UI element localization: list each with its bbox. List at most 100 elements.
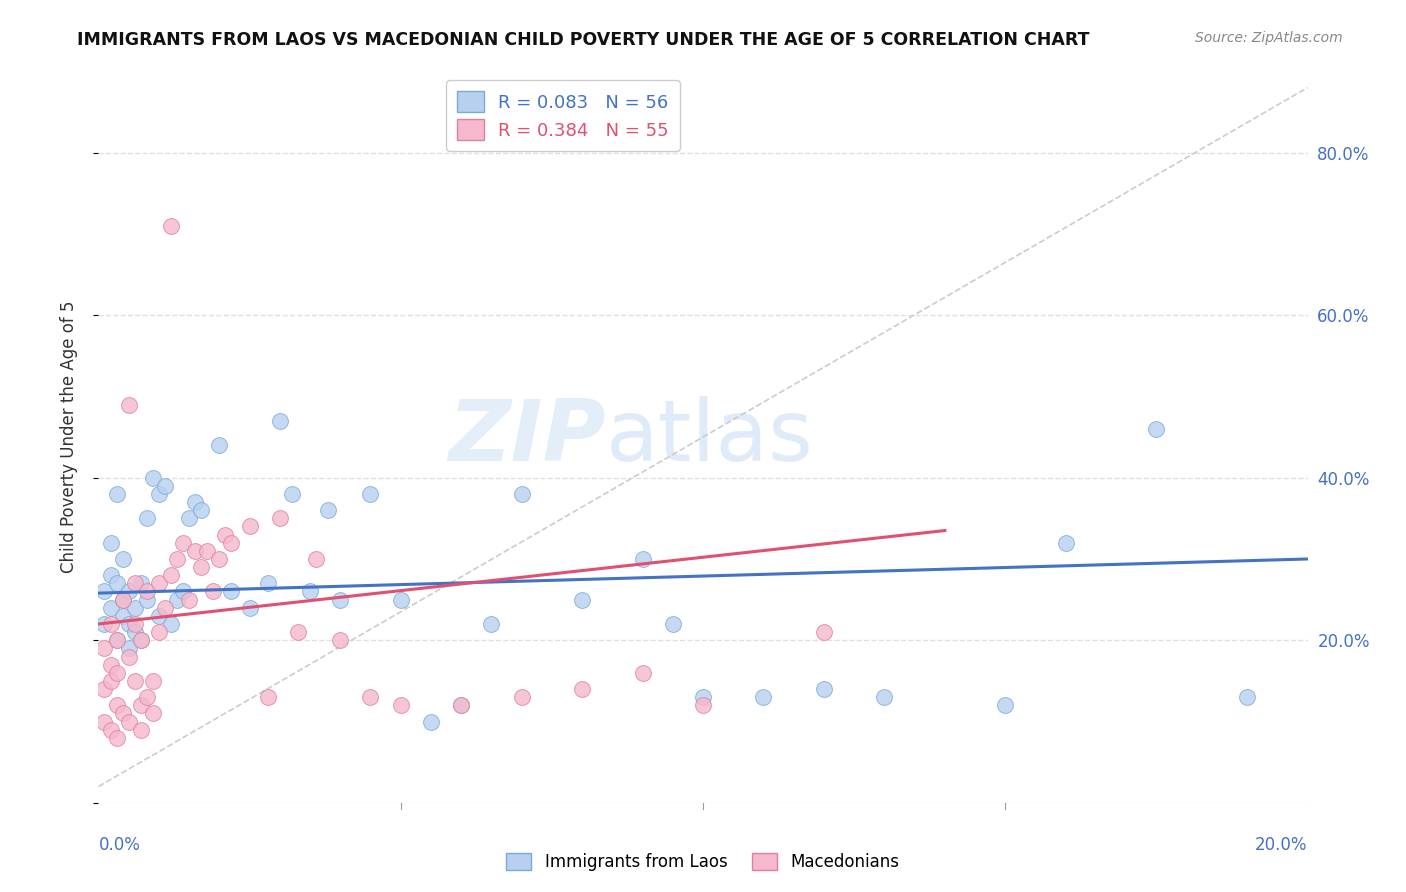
Point <box>184 544 207 558</box>
Point <box>111 592 134 607</box>
Point <box>118 584 141 599</box>
Point <box>118 617 141 632</box>
Point <box>100 723 122 737</box>
Point <box>105 698 128 713</box>
Point <box>172 584 194 599</box>
Point <box>100 617 122 632</box>
Point <box>166 552 188 566</box>
Point <box>100 568 122 582</box>
Point <box>111 608 134 623</box>
Point <box>195 544 218 558</box>
Point <box>450 698 472 713</box>
Point <box>214 527 236 541</box>
Point <box>118 714 141 729</box>
Point <box>239 519 262 533</box>
Point <box>172 535 194 549</box>
Point <box>166 592 188 607</box>
Point <box>118 398 141 412</box>
Point <box>93 714 115 729</box>
Point <box>142 471 165 485</box>
Point <box>269 511 291 525</box>
Legend: Immigrants from Laos, Macedonians: Immigrants from Laos, Macedonians <box>498 845 908 880</box>
Point <box>190 503 212 517</box>
Point <box>299 584 322 599</box>
Point <box>124 617 146 632</box>
Point <box>190 560 212 574</box>
Point <box>221 584 243 599</box>
Text: atlas: atlas <box>606 395 814 479</box>
Point <box>160 568 183 582</box>
Point <box>316 503 339 517</box>
Point <box>631 552 654 566</box>
Point <box>994 698 1017 713</box>
Point <box>873 690 896 705</box>
Point <box>239 600 262 615</box>
Point <box>329 592 352 607</box>
Point <box>148 576 170 591</box>
Point <box>135 584 157 599</box>
Point <box>93 641 115 656</box>
Point <box>135 511 157 525</box>
Point <box>631 665 654 680</box>
Text: 0.0%: 0.0% <box>98 836 141 854</box>
Point <box>281 487 304 501</box>
Point <box>105 633 128 648</box>
Point <box>692 698 714 713</box>
Point <box>571 681 593 696</box>
Point <box>129 576 152 591</box>
Point <box>93 617 115 632</box>
Point <box>305 552 328 566</box>
Point <box>118 641 141 656</box>
Point <box>124 576 146 591</box>
Point <box>100 657 122 672</box>
Point <box>124 600 146 615</box>
Point <box>111 706 134 721</box>
Point <box>111 592 134 607</box>
Point <box>105 665 128 680</box>
Point <box>153 479 176 493</box>
Text: IMMIGRANTS FROM LAOS VS MACEDONIAN CHILD POVERTY UNDER THE AGE OF 5 CORRELATION : IMMIGRANTS FROM LAOS VS MACEDONIAN CHILD… <box>77 31 1090 49</box>
Point <box>160 617 183 632</box>
Point <box>124 625 146 640</box>
Point <box>481 617 503 632</box>
Point <box>360 487 382 501</box>
Point <box>450 698 472 713</box>
Point <box>752 690 775 705</box>
Point <box>124 673 146 688</box>
Point <box>813 681 835 696</box>
Point <box>389 592 412 607</box>
Point <box>105 487 128 501</box>
Point <box>153 600 176 615</box>
Point <box>1236 690 1258 705</box>
Point <box>100 600 122 615</box>
Point <box>571 592 593 607</box>
Point <box>329 633 352 648</box>
Point <box>142 706 165 721</box>
Point <box>510 487 533 501</box>
Point <box>142 673 165 688</box>
Point <box>420 714 443 729</box>
Point <box>256 576 278 591</box>
Point <box>135 592 157 607</box>
Point <box>208 438 231 452</box>
Text: Source: ZipAtlas.com: Source: ZipAtlas.com <box>1195 31 1343 45</box>
Point <box>105 633 128 648</box>
Point <box>202 584 225 599</box>
Point <box>510 690 533 705</box>
Point <box>692 690 714 705</box>
Point <box>100 535 122 549</box>
Point <box>105 576 128 591</box>
Point <box>179 592 201 607</box>
Point <box>129 633 152 648</box>
Legend: R = 0.083   N = 56, R = 0.384   N = 55: R = 0.083 N = 56, R = 0.384 N = 55 <box>446 80 681 151</box>
Point <box>129 633 152 648</box>
Point <box>813 625 835 640</box>
Point <box>287 625 309 640</box>
Point <box>208 552 231 566</box>
Point <box>129 698 152 713</box>
Point <box>148 625 170 640</box>
Point <box>111 552 134 566</box>
Point <box>129 723 152 737</box>
Point <box>360 690 382 705</box>
Point <box>184 495 207 509</box>
